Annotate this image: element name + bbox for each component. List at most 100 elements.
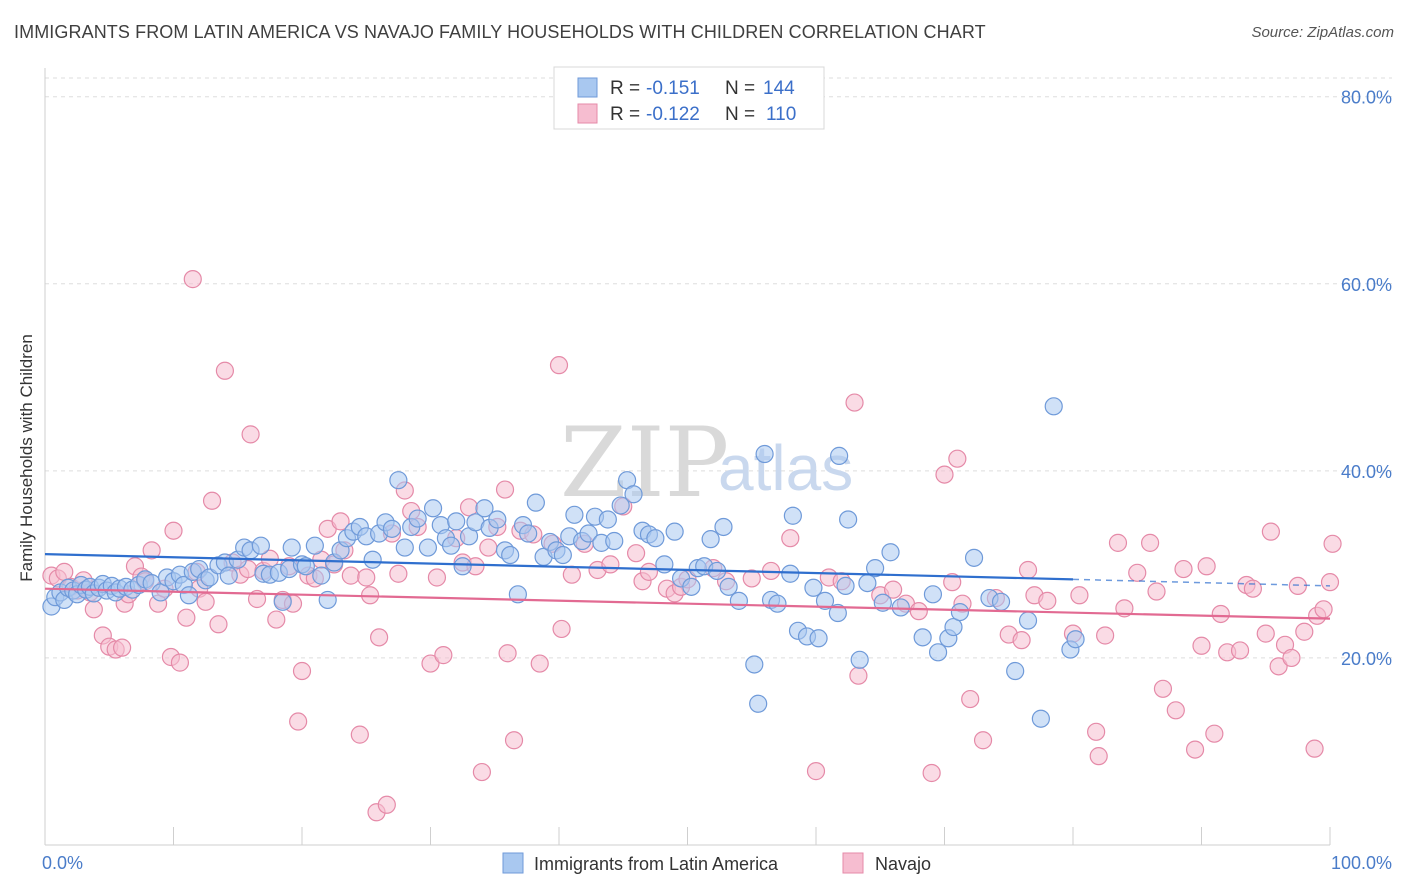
navajo-point-102 bbox=[845, 393, 864, 412]
latin-america-point-147 bbox=[804, 578, 823, 597]
navajo-point-124 bbox=[1089, 747, 1108, 766]
navajo-point-135 bbox=[1192, 636, 1211, 655]
legend-pink-n-label: N = bbox=[725, 104, 755, 125]
latin-america-point-122 bbox=[836, 576, 855, 596]
legend-blue-n-label: N = bbox=[725, 78, 755, 99]
latin-america-point-108 bbox=[714, 517, 733, 537]
navajo-point-21 bbox=[164, 521, 183, 540]
latin-america-trend-extension bbox=[1072, 578, 1331, 587]
navajo-point-150 bbox=[1305, 739, 1324, 758]
latin-america-point-61 bbox=[395, 538, 414, 557]
navajo-point-74 bbox=[498, 644, 517, 663]
legend-pink-r-value: -0.122 bbox=[646, 104, 700, 125]
bottom-legend-pink-label: Navajo bbox=[875, 854, 931, 874]
navajo-point-118 bbox=[1018, 560, 1038, 580]
y-tick-label-0: 20.0% bbox=[1341, 649, 1392, 669]
latin-america-point-145 bbox=[830, 446, 849, 465]
navajo-point-129 bbox=[1140, 533, 1160, 552]
navajo-point-127 bbox=[1115, 599, 1134, 618]
navajo-point-145 bbox=[1269, 657, 1288, 676]
legend-blue-r-label: R = bbox=[610, 78, 640, 99]
latin-america-point-87 bbox=[565, 505, 584, 524]
latin-america-point-46 bbox=[296, 557, 315, 576]
navajo-point-38 bbox=[267, 610, 286, 629]
latin-america-point-38 bbox=[251, 536, 270, 555]
navajo-point-73 bbox=[495, 480, 515, 499]
latin-america-trend-line bbox=[44, 553, 1074, 581]
legend-box: R = -0.151 N = 144 R = -0.122 N = 110 bbox=[553, 66, 825, 130]
navajo-point-82 bbox=[562, 565, 581, 584]
navajo-point-22 bbox=[170, 653, 190, 672]
navajo-point-153 bbox=[1320, 573, 1340, 592]
navajo-point-89 bbox=[639, 562, 659, 581]
latin-america-point-127 bbox=[881, 543, 900, 562]
navajo-point-11 bbox=[112, 638, 132, 657]
navajo-point-147 bbox=[1282, 648, 1301, 668]
navajo-point-148 bbox=[1288, 576, 1307, 596]
navajo-point-143 bbox=[1256, 624, 1275, 643]
latin-america-point-125 bbox=[866, 559, 885, 578]
navajo-point-117 bbox=[1012, 631, 1031, 650]
navajo-point-28 bbox=[202, 491, 222, 510]
y-tick-labels: 20.0% 40.0% 60.0% 80.0% bbox=[1341, 88, 1392, 669]
latin-america-point-101 bbox=[665, 522, 684, 541]
latin-america-point-49 bbox=[318, 590, 337, 610]
latin-america-point-133 bbox=[944, 617, 963, 637]
navajo-point-53 bbox=[357, 568, 376, 587]
navajo-point-140 bbox=[1230, 641, 1250, 660]
bottom-legend-blue-label: Immigrants from Latin America bbox=[534, 854, 779, 874]
navajo-point-51 bbox=[341, 566, 360, 585]
latin-america-point-111 bbox=[745, 655, 764, 674]
latin-america-point-113 bbox=[755, 444, 774, 464]
navajo-point-29 bbox=[209, 615, 228, 634]
latin-america-point-121 bbox=[828, 603, 847, 623]
navajo-point-113 bbox=[961, 689, 980, 709]
bottom-legend-swatch-pink bbox=[842, 852, 864, 874]
latin-america-point-68 bbox=[441, 536, 461, 555]
navajo-point-65 bbox=[434, 646, 453, 665]
bottom-legend: Immigrants from Latin America Navajo bbox=[502, 852, 931, 874]
navajo-point-144 bbox=[1261, 522, 1280, 541]
navajo-point-52 bbox=[350, 725, 369, 744]
latin-america-point-80 bbox=[519, 524, 538, 543]
latin-america-point-140 bbox=[1031, 709, 1050, 728]
latin-america-point-146 bbox=[783, 506, 802, 525]
latin-america-point-70 bbox=[453, 557, 472, 576]
navajo-point-142 bbox=[1243, 579, 1263, 598]
bottom-legend-swatch-blue bbox=[502, 852, 524, 874]
latin-america-point-47 bbox=[305, 536, 324, 555]
latin-america-point-116 bbox=[781, 564, 800, 583]
navajo-point-137 bbox=[1205, 724, 1224, 743]
latin-america-point-94 bbox=[611, 496, 630, 515]
navajo-point-107 bbox=[909, 602, 928, 621]
legend-pink-r-label: R = bbox=[610, 104, 640, 125]
navajo-trend-line bbox=[44, 587, 1331, 620]
latin-america-point-143 bbox=[1066, 630, 1085, 649]
latin-america-point-56 bbox=[363, 550, 382, 569]
latin-america-point-65 bbox=[423, 499, 443, 518]
navajo-point-122 bbox=[1070, 586, 1089, 605]
latin-america-point-48 bbox=[312, 566, 331, 585]
latin-america-point-81 bbox=[526, 493, 545, 512]
latin-america-point-106 bbox=[701, 530, 720, 549]
navajo-point-105 bbox=[883, 580, 903, 599]
latin-america-point-141 bbox=[1044, 397, 1063, 416]
x-tick-label-max: 100.0% bbox=[1331, 853, 1392, 873]
navajo-point-128 bbox=[1128, 563, 1147, 582]
latin-america-point-130 bbox=[923, 585, 943, 604]
navajo-point-108 bbox=[922, 763, 941, 783]
navajo-point-120 bbox=[1038, 591, 1057, 610]
latin-america-point-123 bbox=[850, 650, 869, 669]
latin-america-point-34 bbox=[219, 566, 238, 585]
navajo-point-111 bbox=[948, 449, 967, 468]
latin-america-point-31 bbox=[200, 568, 219, 587]
latin-america-point-103 bbox=[682, 577, 701, 596]
latin-america-point-93 bbox=[605, 531, 624, 551]
latin-america-point-77 bbox=[501, 545, 520, 565]
latin-america-point-99 bbox=[646, 529, 665, 548]
y-tick-label-3: 80.0% bbox=[1341, 88, 1392, 108]
y-axis-label: Family Households with Children bbox=[17, 334, 36, 582]
latin-america-point-64 bbox=[418, 538, 438, 557]
y-tick-label-2: 60.0% bbox=[1341, 275, 1392, 295]
legend-swatch-pink bbox=[577, 103, 598, 124]
